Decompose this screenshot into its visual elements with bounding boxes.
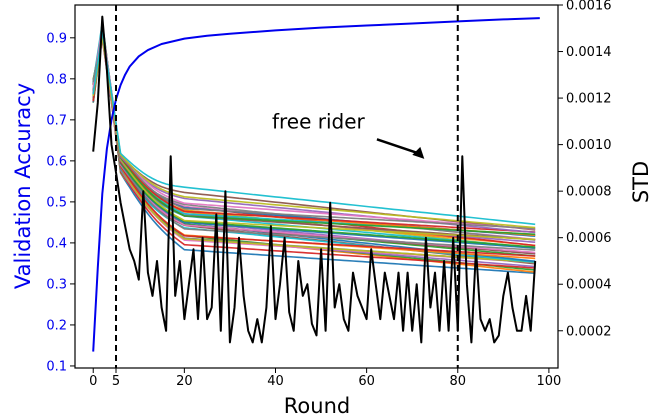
y-right-tick-label: 0.0016 <box>566 0 612 14</box>
x-tick-label: 80 <box>449 374 466 389</box>
x-tick-label: 5 <box>112 374 120 389</box>
client-accuracy-line <box>92 37 536 257</box>
client-accuracy-line <box>92 30 536 274</box>
client-accuracy-line <box>92 30 536 234</box>
y-right-tick-label: 0.0008 <box>566 185 612 200</box>
client-accuracy-line <box>92 29 536 249</box>
free-rider-annotation: free rider <box>272 109 366 133</box>
x-tick-label: 0 <box>89 374 97 389</box>
client-accuracy-line <box>92 34 536 251</box>
y-left-tick-label: 0.9 <box>46 31 67 46</box>
y-left-tick-label: 0.8 <box>46 72 67 87</box>
main-series <box>92 15 540 352</box>
free-rider-arrow <box>376 138 425 159</box>
client-accuracy-line <box>92 25 536 236</box>
plot-frame <box>74 4 559 369</box>
client-accuracy-line <box>92 38 536 230</box>
y-right-tick-label: 0.0012 <box>566 92 612 107</box>
client-accuracy-line <box>92 35 536 247</box>
client-accuracy-line <box>92 34 536 248</box>
client-accuracy-line <box>92 31 536 254</box>
y-left-tick-label: 0.5 <box>46 195 67 210</box>
y-left-tick-label: 0.1 <box>46 359 67 374</box>
x-tick-label: 20 <box>176 374 193 389</box>
y-left-tick-label: 0.7 <box>46 113 67 128</box>
y-right-tick-label: 0.0002 <box>566 324 612 339</box>
arrow-shaft <box>376 138 421 156</box>
client-accuracy-line <box>92 36 536 263</box>
y-right-tick-label: 0.0014 <box>566 45 612 60</box>
client-accuracy-line <box>92 27 536 269</box>
y-right-tick-label: 0.0006 <box>566 231 612 246</box>
y-left-tick-label: 0.4 <box>46 236 67 251</box>
x-tick-label: 60 <box>358 374 375 389</box>
x-axis-title: Round <box>284 394 350 418</box>
client-accuracy-line <box>92 22 536 249</box>
y-right-tick-label: 0.0004 <box>566 278 612 293</box>
y-right-tick-label: 0.0010 <box>566 138 612 153</box>
x-tick-label: 40 <box>267 374 284 389</box>
client-accuracy-line <box>92 28 536 233</box>
y-axis-right-title: STD <box>629 161 650 203</box>
y-left-tick-label: 0.3 <box>46 277 67 292</box>
client-accuracy-line <box>92 36 536 265</box>
arrow-head <box>412 146 425 159</box>
y-left-tick-label: 0.6 <box>46 154 67 169</box>
x-tick-label: 100 <box>536 374 561 389</box>
validation-accuracy-line <box>92 17 540 352</box>
y-axis-left-title: Validation Accuracy <box>11 83 35 289</box>
client-accuracy-line <box>92 36 536 241</box>
client-accuracy-curves <box>92 22 536 274</box>
y-left-tick-label: 0.2 <box>46 318 67 333</box>
axis-ticks: 0 5 20 40 60 80 100 0.1 0.2 0.3 0.4 0.5 0.6 0.7 0.8 0.9… <box>46 0 611 389</box>
std-line <box>92 15 537 344</box>
axes-frame <box>74 4 559 369</box>
